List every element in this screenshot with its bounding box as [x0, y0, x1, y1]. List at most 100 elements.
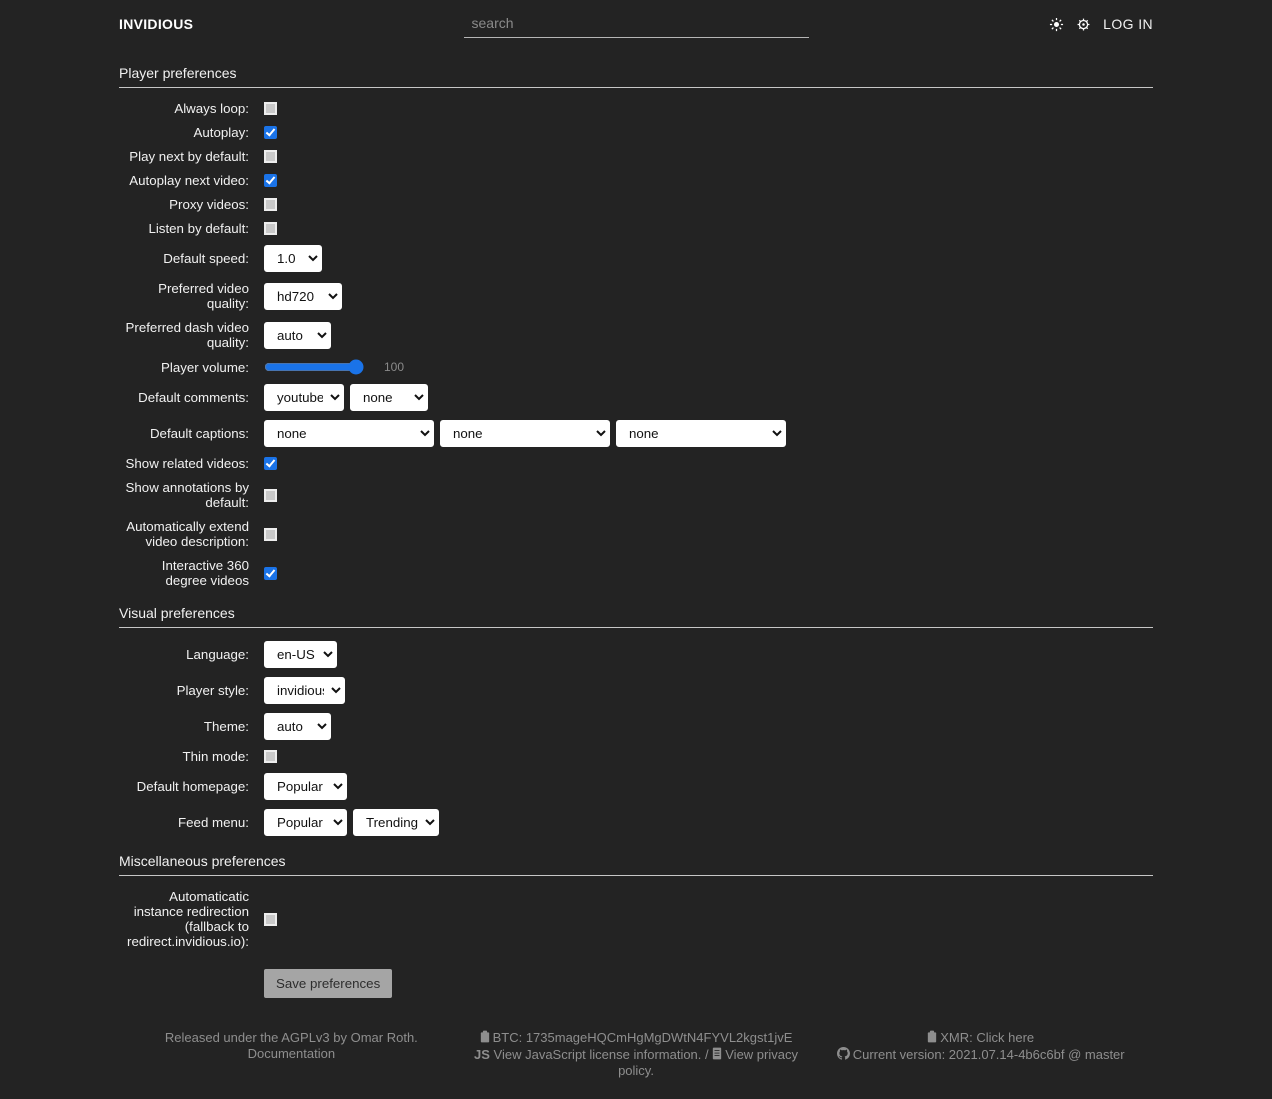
miscellaneous-preferences-title: Miscellaneous preferences	[119, 853, 286, 869]
search-input[interactable]	[463, 10, 809, 38]
pref-row-player-style: Player style: invidious	[119, 677, 1153, 704]
xmr-click-here-link[interactable]: Click here	[976, 1030, 1035, 1045]
language-select[interactable]: en-US	[264, 641, 337, 668]
dash-quality-label: Preferred dash video quality:	[125, 320, 249, 350]
listen-by-default-label: Listen by default:	[148, 221, 249, 236]
default-comments-first-select[interactable]: youtube	[264, 384, 344, 411]
auto-redirect-checkbox[interactable]	[264, 912, 277, 926]
pref-row-feed-menu: Feed menu: Popular Trending	[119, 809, 1153, 836]
pref-row-auto-redirect: Automaticatic instance redirection (fall…	[119, 889, 1153, 949]
video-quality-select[interactable]: hd720	[264, 282, 342, 310]
pref-row-player-volume: Player volume: 100	[119, 359, 1153, 375]
annotations-label: Show annotations by default:	[125, 480, 249, 510]
player-volume-slider[interactable]	[264, 359, 364, 375]
btc-address-text: BTC: 1735mageHQCmHgMgDWtN4FYVL2kgst1jvE	[492, 1030, 793, 1045]
auto-redirect-label: Automaticatic instance redirection (fall…	[127, 889, 249, 949]
footer-donate-column: BTC: 1735mageHQCmHgMgDWtN4FYVL2kgst1jvE …	[464, 1030, 809, 1079]
document-icon	[712, 1047, 722, 1064]
default-homepage-select[interactable]: Popular	[264, 773, 347, 800]
extend-description-checkbox[interactable]	[264, 527, 277, 541]
default-captions-second-select[interactable]: none	[440, 420, 610, 447]
pref-row-360-videos: Interactive 360 degree videos	[119, 558, 1153, 588]
pref-row-proxy-videos: Proxy videos:	[119, 197, 1153, 212]
miscellaneous-preferences-section: Miscellaneous preferences Automaticatic …	[119, 853, 1153, 998]
pref-row-extend-description: Automatically extend video description:	[119, 519, 1153, 549]
documentation-link[interactable]: Documentation	[247, 1045, 336, 1061]
feed-menu-first-select[interactable]: Popular	[264, 809, 347, 836]
annotations-checkbox[interactable]	[264, 488, 277, 502]
section-divider	[119, 627, 1153, 628]
player-style-label: Player style:	[176, 683, 249, 698]
autoplay-next-checkbox[interactable]	[264, 174, 277, 187]
autoplay-next-label: Autoplay next video:	[129, 173, 249, 188]
autoplay-checkbox[interactable]	[264, 126, 277, 139]
pref-row-language: Language: en-US	[119, 641, 1153, 668]
save-preferences-button[interactable]: Save preferences	[264, 969, 393, 998]
pref-row-listen-by-default: Listen by default:	[119, 221, 1153, 236]
autoplay-label: Autoplay:	[193, 125, 249, 140]
feed-menu-second-select[interactable]: Trending	[353, 809, 439, 836]
footer-license-text: Released under the AGPLv3 by Omar Roth.	[164, 1030, 418, 1045]
section-divider	[119, 87, 1153, 88]
section-divider	[119, 875, 1153, 876]
login-link[interactable]: LOG IN	[1103, 16, 1153, 32]
default-speed-select[interactable]: 1.0	[264, 245, 322, 272]
always-loop-label: Always loop:	[174, 101, 249, 116]
theme-label: Theme:	[203, 719, 249, 734]
default-comments-second-select[interactable]: none	[350, 384, 428, 411]
related-videos-label: Show related videos:	[125, 456, 249, 471]
always-loop-checkbox[interactable]	[264, 102, 277, 115]
default-speed-label: Default speed:	[163, 251, 249, 266]
top-bar: INVIDIOUS LOG IN	[0, 0, 1272, 48]
player-style-select[interactable]: invidious	[264, 677, 345, 704]
xmr-label: XMR:	[940, 1030, 973, 1045]
clipboard-icon[interactable]	[927, 1030, 937, 1047]
default-captions-third-select[interactable]: none	[616, 420, 786, 447]
extend-description-label: Automatically extend video description:	[126, 519, 249, 549]
pref-row-dash-quality: Preferred dash video quality: auto	[119, 320, 1153, 350]
js-license-link[interactable]: View JavaScript license information.	[493, 1046, 702, 1062]
interactive-360-checkbox[interactable]	[264, 566, 277, 580]
pref-row-default-comments: Default comments: youtube none	[119, 384, 1153, 411]
visual-preferences-section: Visual preferences Language: en-US Playe…	[119, 605, 1153, 836]
pref-row-default-homepage: Default homepage: Popular	[119, 773, 1153, 800]
dash-quality-select[interactable]: auto	[264, 321, 331, 349]
invidious-logo[interactable]: INVIDIOUS	[119, 16, 194, 32]
proxy-videos-checkbox[interactable]	[264, 198, 277, 211]
sun-icon[interactable]	[1049, 17, 1064, 32]
theme-select[interactable]: auto	[264, 713, 331, 740]
interactive-360-label: Interactive 360 degree videos	[161, 558, 249, 588]
play-next-checkbox[interactable]	[264, 150, 277, 163]
default-captions-first-select[interactable]: none	[264, 420, 434, 447]
video-quality-label: Preferred video quality:	[158, 281, 249, 311]
pref-row-thin-mode: Thin mode:	[119, 749, 1153, 764]
pref-row-play-next: Play next by default:	[119, 149, 1153, 164]
page-footer: Released under the AGPLv3 by Omar Roth. …	[119, 1030, 1153, 1099]
current-version-link[interactable]: Current version: 2021.07.14-4b6c6bf @ ma…	[852, 1046, 1125, 1062]
player-preferences-title: Player preferences	[119, 65, 237, 81]
footer-version-column: XMR: Click here Current version: 2021.07…	[808, 1030, 1153, 1079]
footer-separator: /	[701, 1046, 713, 1062]
clipboard-icon[interactable]	[480, 1030, 490, 1047]
pref-row-always-loop: Always loop:	[119, 101, 1153, 116]
footer-license-column: Released under the AGPLv3 by Omar Roth. …	[119, 1030, 464, 1079]
pref-row-autoplay: Autoplay:	[119, 125, 1153, 140]
feed-menu-label: Feed menu:	[178, 815, 249, 830]
player-volume-value: 100	[384, 360, 405, 374]
proxy-videos-label: Proxy videos:	[169, 197, 249, 212]
play-next-label: Play next by default:	[129, 149, 249, 164]
default-comments-label: Default comments:	[138, 390, 249, 405]
preferences-form: Player preferences Always loop: Autoplay…	[119, 65, 1153, 1099]
listen-by-default-checkbox[interactable]	[264, 222, 277, 235]
player-preferences-section: Player preferences Always loop: Autoplay…	[119, 65, 1153, 588]
pref-row-related-videos: Show related videos:	[119, 456, 1153, 471]
visual-preferences-title: Visual preferences	[119, 605, 235, 621]
player-volume-label: Player volume:	[161, 359, 249, 375]
gear-icon[interactable]	[1076, 17, 1091, 32]
pref-row-video-quality: Preferred video quality: hd720	[119, 281, 1153, 311]
related-videos-checkbox[interactable]	[264, 457, 277, 470]
default-captions-label: Default captions:	[149, 426, 249, 441]
pref-row-theme: Theme: auto	[119, 713, 1153, 740]
pref-row-autoplay-next: Autoplay next video:	[119, 173, 1153, 188]
thin-mode-checkbox[interactable]	[264, 750, 277, 763]
